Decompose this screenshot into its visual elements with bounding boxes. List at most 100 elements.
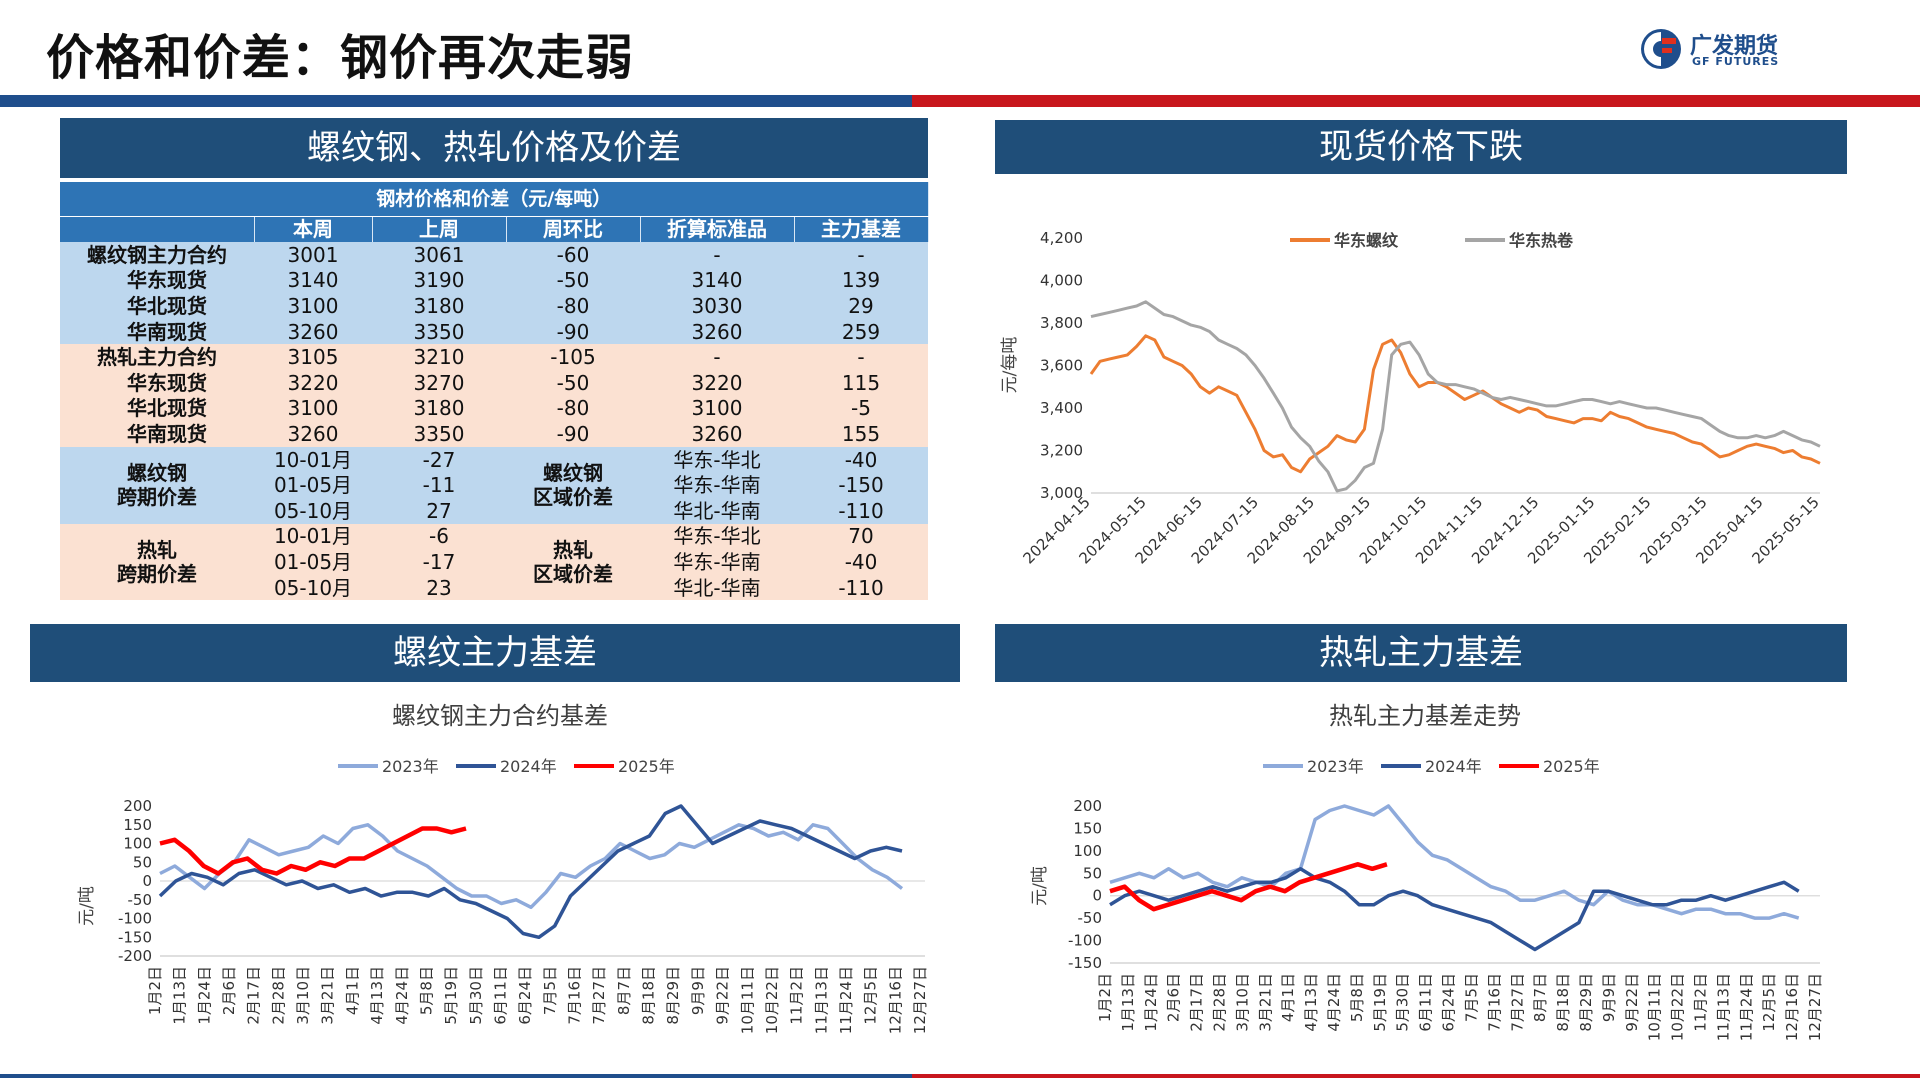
x-tick-label: 4月13日 (368, 966, 386, 1025)
y-tick-label: 3,000 (1040, 484, 1083, 502)
x-tick-label: 2月6日 (220, 966, 238, 1015)
row-label: 热轧主力合约 (60, 344, 254, 370)
spread-period: 10-01月 (254, 523, 372, 550)
x-tick-label: 12月16日 (886, 966, 904, 1034)
region-pair: 华东-华南 (640, 549, 794, 575)
steel-price-table-wrap: 钢材价格和价差（元/每吨） 本周 上周 周环比 折算标准品 主力基差 螺纹钢主力… (60, 182, 929, 601)
table-cell: 3140 (640, 267, 794, 294)
table-cell: -105 (506, 344, 640, 370)
table-cell: - (794, 344, 929, 370)
x-tick-label: 1月2日 (146, 966, 164, 1015)
table-caption-row: 钢材价格和价差（元/每吨） (60, 182, 929, 217)
table-row: 01-05月 -17 华东-华南 -40 (60, 549, 929, 575)
spread-group-label: 螺纹钢 跨期价差 (60, 446, 254, 524)
table-cell: -80 (506, 395, 640, 422)
x-tick-label: 4月1日 (343, 966, 361, 1015)
y-tick-label: 3,800 (1040, 314, 1083, 332)
series-line-3 (159, 826, 467, 876)
x-tick-label: 1月13日 (171, 966, 189, 1025)
x-tick-label: 2月17日 (245, 966, 263, 1025)
series-line-2 (158, 804, 903, 940)
spread-period-value: -17 (372, 549, 506, 575)
x-tick-label: 2月28日 (269, 966, 287, 1025)
legend-label: 2023年 (382, 757, 439, 776)
y-tick-label: 3,200 (1040, 442, 1083, 460)
table-cell: 3100 (640, 395, 794, 422)
y-axis-label: 元/吨 (1030, 866, 1050, 906)
series-line-2 (1090, 300, 1821, 493)
spread-period-value: -27 (372, 446, 506, 473)
hrc-basis-chart: 热轧主力基差走势 -150 -100 -50 0 50 100 150 200 1月2日 1月13日… (1030, 702, 1824, 1041)
x-tick-label: 1月2日 (1096, 973, 1114, 1022)
table-cell: 3001 (254, 242, 372, 268)
legend-label: 2023年 (1307, 757, 1364, 776)
y-tick-label: -150 (118, 928, 152, 946)
column-header: 折算标准品 (640, 216, 795, 242)
y-tick-label: 0 (142, 872, 152, 890)
y-tick-label: 4,000 (1040, 272, 1083, 290)
x-tick-label: 9月9日 (689, 966, 707, 1015)
spread-period-value: -6 (372, 523, 506, 550)
x-tick-label: 11月13日 (812, 966, 830, 1034)
spread-period-value: -11 (372, 472, 506, 498)
legend-label: 2025年 (618, 757, 675, 776)
region-value: -40 (794, 446, 929, 473)
logo-text-en: GF FUTURES (1692, 55, 1780, 68)
y-tick-label: 50 (1083, 864, 1102, 882)
table-header-row: 本周 上周 周环比 折算标准品 主力基差 (60, 216, 929, 242)
y-axis-label: 元/吨 (77, 886, 97, 926)
row-label: 华北现货 (60, 293, 254, 319)
x-tick-label: 3月10日 (294, 966, 312, 1025)
x-tick-label: 10月22日 (1669, 973, 1687, 1041)
steel-price-table: 钢材价格和价差（元/每吨） 本周 上周 周环比 折算标准品 主力基差 螺纹钢主力… (60, 182, 929, 601)
x-tick-label: 4月24日 (393, 966, 411, 1025)
table-cell: 3260 (640, 318, 794, 345)
table-cell: 29 (794, 293, 929, 319)
table-row: 华南现货 3260 3350 -90 3260 259 (60, 318, 929, 345)
table-cell: 3180 (372, 395, 506, 422)
table-cell: 3105 (254, 344, 372, 370)
x-tick-label: 6月24日 (1440, 973, 1458, 1032)
series-line-3 (1109, 862, 1388, 912)
table-row: 热轧主力合约 3105 3210 -105- - (60, 344, 929, 370)
x-tick-label: 12月5日 (1760, 973, 1778, 1032)
table-cell: 3100 (254, 293, 372, 319)
x-tick-label: 5月30日 (467, 966, 485, 1025)
x-tick-label: 8月29日 (1577, 973, 1595, 1032)
y-tick-label: -100 (118, 910, 152, 928)
hrc-basis-panel-header: 热轧主力基差 (995, 624, 1847, 682)
x-tick-label: 7月27日 (590, 966, 608, 1025)
table-row: 05-10月 27 华北-华南 -110 (60, 497, 929, 524)
legend-label: 2024年 (500, 757, 557, 776)
x-tick-label: 5月30日 (1394, 973, 1412, 1032)
table-cell: 115 (794, 369, 929, 396)
table-cell: - (640, 344, 794, 370)
table-cell: 3350 (372, 421, 506, 447)
legend-label: 华东热卷 (1509, 231, 1574, 250)
chart-title: 螺纹钢主力合约基差 (392, 702, 608, 730)
x-tick-label: 11月13日 (1714, 973, 1732, 1041)
table-row: 华南现货 3260 3350 -90 3260 155 (60, 421, 929, 447)
x-tick-label: 8月29日 (664, 966, 682, 1025)
page-title: 价格和价差：钢价再次走弱 (46, 30, 635, 86)
spread-period-value: 27 (372, 497, 506, 524)
y-tick-label: 4,200 (1040, 229, 1083, 247)
x-tick-label: 3月21日 (1256, 973, 1274, 1032)
series-line-1 (1089, 334, 1821, 474)
spread-period: 01-05月 (254, 549, 372, 575)
x-tick-label: 10月11日 (738, 966, 756, 1034)
chart-title: 热轧主力基差走势 (1329, 702, 1521, 730)
spread-group-label-line1: 螺纹钢 (127, 461, 187, 486)
x-tick-label: 8月7日 (615, 966, 633, 1015)
table-row: 华东现货 3140 3190 -50 3140 139 (60, 267, 929, 294)
y-tick-label: 100 (123, 835, 152, 853)
row-label: 华南现货 (60, 318, 254, 345)
legend-label: 2025年 (1543, 757, 1600, 776)
table-cell: 3260 (254, 421, 372, 447)
x-tick-label: 7月27日 (1508, 973, 1526, 1032)
series-line-1 (159, 823, 904, 910)
x-tick-label: 5月19日 (1371, 973, 1389, 1032)
table-cell: 3190 (372, 267, 506, 294)
series-line-1 (1109, 804, 1800, 920)
x-tick-label: 6月11日 (491, 966, 509, 1025)
